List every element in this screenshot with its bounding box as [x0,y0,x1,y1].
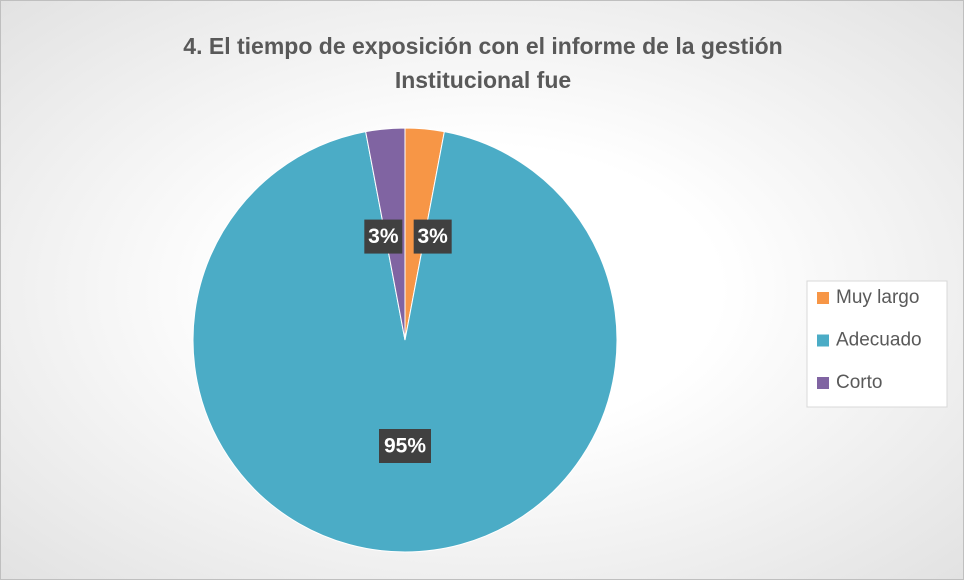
legend-label: Adecuado [836,330,922,351]
pie-slice [192,131,618,553]
legend-box [806,280,948,408]
data-label-box [364,219,403,254]
legend-swatch [817,292,829,304]
data-label-box [413,219,452,254]
legend-swatch [817,334,829,347]
data-label: 3% [368,225,399,248]
chart-title: 4. El tiempo de exposición con el inform… [183,33,783,93]
legend-swatch [817,377,829,389]
legend-label: Muy largo [836,287,919,308]
data-label: 95% [384,435,426,458]
legend-label: Corto [836,372,882,393]
data-label-box [379,429,431,463]
data-label: 3% [417,225,448,248]
